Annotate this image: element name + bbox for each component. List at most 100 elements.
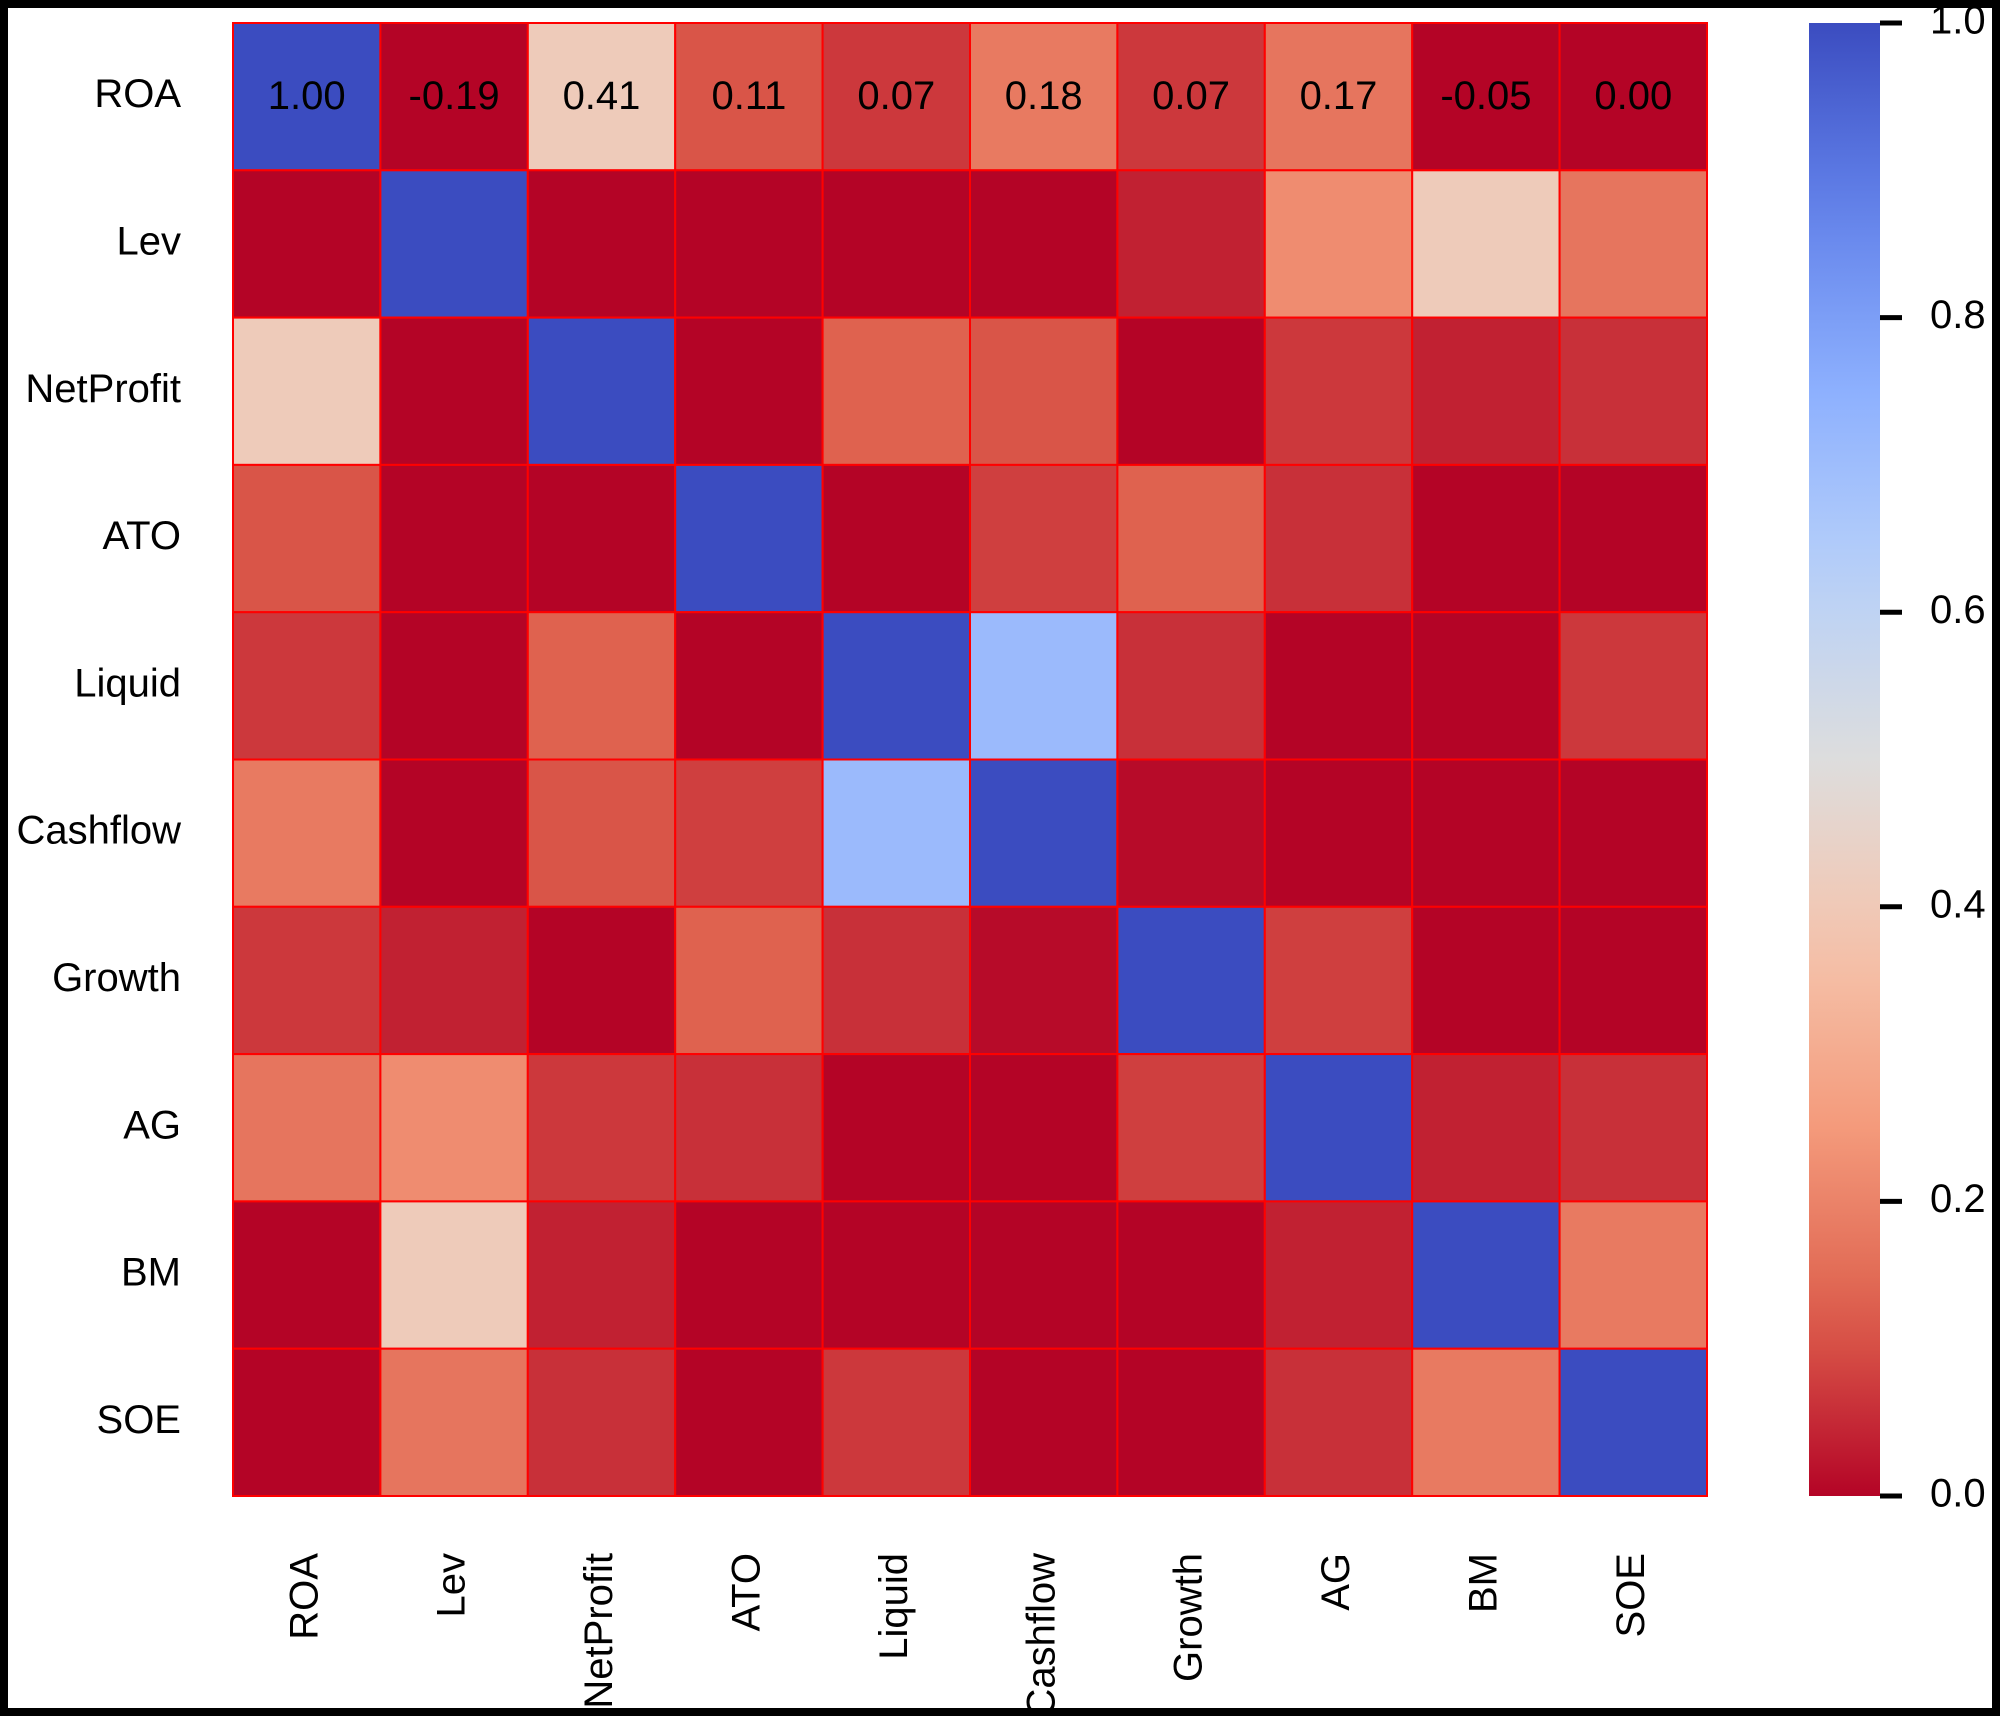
heatmap-cell: [821, 758, 971, 908]
cell-label: 0.07: [1152, 74, 1230, 118]
heatmap-cell: [1558, 905, 1708, 1056]
heatmap-cell: [1116, 1200, 1266, 1350]
cell-label: 0.41: [563, 74, 641, 118]
x-tick-label: BM: [1461, 1553, 1505, 1613]
heatmap-cell: [379, 1200, 529, 1350]
cell-label: 0.11: [711, 74, 786, 118]
heatmap-cell: [526, 316, 677, 466]
heatmap-cell: [379, 758, 529, 908]
heatmap-cell: [1411, 169, 1561, 319]
heatmap-cell: [526, 905, 677, 1056]
heatmap-cell: [379, 905, 529, 1056]
y-tick-label: Lev: [117, 220, 182, 264]
heatmap-cell: [1411, 463, 1561, 614]
heatmap-cell: [1558, 1347, 1708, 1497]
colorbar-tick-label: 0.6: [1930, 588, 1986, 632]
y-tick-label: ATO: [102, 514, 181, 558]
heatmap-cell: [1116, 22, 1266, 172]
heatmap-cell: [232, 316, 382, 466]
x-tick-label: ROA: [282, 1553, 326, 1640]
heatmap-cell: [674, 169, 824, 319]
heatmap-cell: [379, 463, 529, 614]
heatmap-cell: [821, 611, 971, 761]
heatmap-cell: [674, 905, 824, 1056]
heatmap-cell: [526, 611, 677, 761]
x-tick-label: SOE: [1609, 1553, 1653, 1637]
heatmap-cell: [674, 316, 824, 466]
heatmap-cell: [969, 905, 1119, 1056]
heatmap-cell: [232, 611, 382, 761]
heatmap-cell: [1116, 463, 1266, 614]
cell-label: 0.07: [857, 74, 935, 118]
heatmap-cell: [1116, 1347, 1266, 1497]
heatmap-cell: [821, 463, 971, 614]
heatmap-cell: [526, 169, 677, 319]
y-tick-label: ROA: [94, 72, 181, 116]
heatmap-cell: [1558, 316, 1708, 466]
heatmap-cell: [1116, 1053, 1266, 1203]
heatmap-cell: [969, 611, 1119, 761]
heatmap-cell: [1116, 611, 1266, 761]
cell-label: 0.17: [1300, 74, 1378, 118]
y-tick-label: Liquid: [74, 661, 181, 705]
heatmap-cell: [232, 758, 382, 908]
heatmap-cell: [969, 316, 1119, 466]
heatmap-cell: [1116, 169, 1266, 319]
y-tick-label: SOE: [97, 1398, 181, 1442]
x-tick-label: ATO: [724, 1553, 768, 1632]
colorbar-tick-label: 0.8: [1930, 293, 1986, 337]
cell-label: 0.18: [1005, 74, 1083, 118]
x-tick-label: Lev: [430, 1553, 474, 1618]
heatmap-cell: [821, 1347, 971, 1497]
heatmap-cell: [379, 169, 529, 319]
heatmap-cell: [526, 1347, 677, 1497]
colorbar-tick-label: 0.0: [1930, 1472, 1986, 1516]
heatmap-cell: [1411, 611, 1561, 761]
heatmap-cell: [1558, 169, 1708, 319]
x-tick-label: Liquid: [872, 1553, 916, 1660]
heatmap-cell: [1558, 463, 1708, 614]
heatmap-cell: [1263, 1053, 1414, 1203]
heatmap-cell: [232, 22, 382, 172]
heatmap-cell: [969, 463, 1119, 614]
x-tick-label: Growth: [1167, 1553, 1211, 1682]
heatmap-cell: [674, 611, 824, 761]
heatmap-cell: [1116, 316, 1266, 466]
heatmap-cell: [821, 1053, 971, 1203]
heatmap-cell: [379, 316, 529, 466]
heatmap-cell: [379, 611, 529, 761]
heatmap-cell: [1263, 316, 1414, 466]
colorbar: [1809, 23, 1880, 1496]
heatmap-cell: [821, 169, 971, 319]
heatmap-cell: [526, 1200, 677, 1350]
y-tick-label: NetProfit: [25, 367, 181, 411]
heatmap-cell: [969, 169, 1119, 319]
heatmap-cell: [1263, 169, 1414, 319]
heatmap-cell: [1411, 316, 1561, 466]
heatmap-cell: [526, 22, 677, 172]
y-tick-label: Growth: [52, 956, 181, 1000]
x-tick-label: AG: [1314, 1553, 1358, 1611]
y-tick-label: AG: [123, 1103, 181, 1147]
cell-label: -0.19: [409, 74, 500, 118]
y-tick-label: Cashflow: [16, 809, 181, 853]
heatmap-cell: [1263, 1347, 1414, 1497]
heatmap-cell: [821, 1200, 971, 1350]
heatmap-cell: [232, 169, 382, 319]
heatmap-cell: [232, 463, 382, 614]
heatmap-cell: [969, 758, 1119, 908]
heatmap-cell: [379, 1347, 529, 1497]
x-tick-label: Cashflow: [1019, 1553, 1063, 1716]
heatmap-cell: [821, 316, 971, 466]
heatmap-cell: [526, 758, 677, 908]
heatmap-cell: [674, 1200, 824, 1350]
heatmap-cell: [1116, 758, 1266, 908]
heatmap-cell: [1558, 22, 1708, 172]
heatmap-cell: [379, 1053, 529, 1203]
heatmap-cell: [1263, 22, 1414, 172]
heatmap-cell: [674, 758, 824, 908]
heatmap-cell: [674, 1347, 824, 1497]
